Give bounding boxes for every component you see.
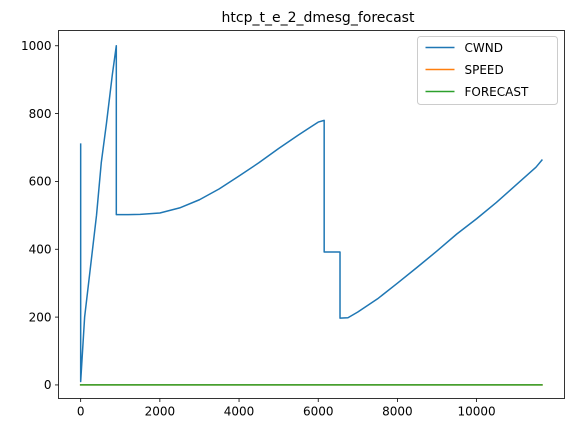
legend-label-cwnd: CWND	[465, 41, 503, 55]
legend-box	[417, 36, 558, 105]
chart-title: htcp_t_e_2_dmesg_forecast	[222, 10, 415, 26]
y-tick-label: 200	[29, 310, 52, 324]
series-line-cwnd	[79, 45, 543, 383]
axes-ticks: 0 2000 4000 6000 8000 10000 0 200 400 600 800 1000	[21, 39, 496, 418]
x-tick-label: 10000	[458, 405, 496, 419]
legend-label-forecast: FORECAST	[465, 85, 529, 99]
x-tick-label: 4000	[224, 405, 255, 419]
y-tick-label: 800	[29, 107, 52, 121]
legend: CWND SPEED FORECAST	[417, 36, 558, 105]
plot-lines	[79, 45, 543, 386]
legend-label-speed: SPEED	[465, 63, 504, 77]
x-tick-label: 0	[77, 405, 85, 419]
y-tick-label: 600	[29, 175, 52, 189]
x-tick-label: 6000	[303, 405, 334, 419]
plot-frame	[58, 30, 565, 399]
x-tick-label: 2000	[145, 405, 176, 419]
x-tick-label: 8000	[382, 405, 413, 419]
y-tick-label: 1000	[21, 39, 52, 53]
y-tick-label: 400	[29, 243, 52, 257]
y-tick-label: 0	[44, 378, 52, 392]
